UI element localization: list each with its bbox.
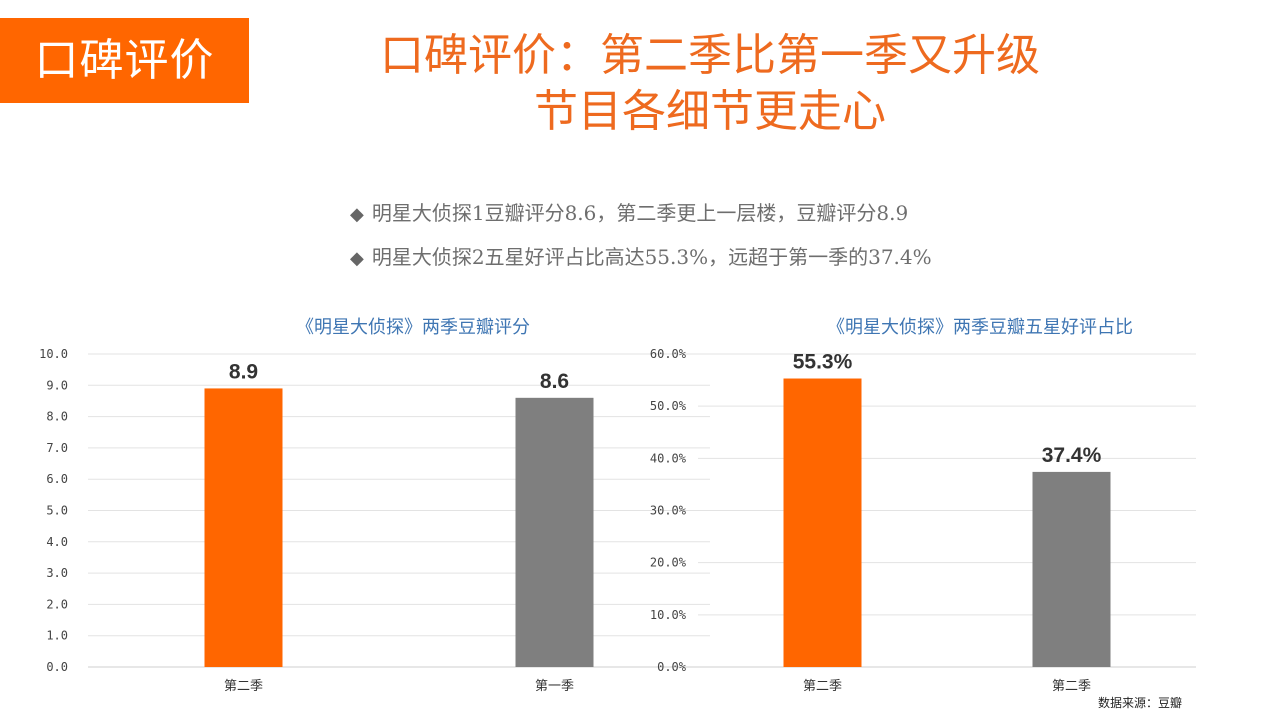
bullet-text: 明星大侦探1豆瓣评分8.6，第二季更上一层楼，豆瓣评分8.9 <box>371 201 909 225</box>
page-title-line1: 口碑评价：第二季比第一季又升级 <box>380 30 1040 81</box>
bar <box>204 388 283 667</box>
diamond-icon: ◆ <box>350 204 364 225</box>
x-category-label: 第二季 <box>1052 679 1091 694</box>
bullet-item: ◆ 明星大侦探2五星好评占比高达55.3%，远超于第一季的37.4% <box>350 242 932 272</box>
y-tick-label: 0.0 <box>46 660 68 674</box>
y-tick-label: 60.0% <box>650 347 687 361</box>
y-tick-label: 20.0% <box>650 556 687 570</box>
y-tick-label: 2.0 <box>46 597 68 611</box>
y-tick-label: 8.0 <box>46 410 68 424</box>
y-tick-label: 0.0% <box>657 660 687 674</box>
data-label: 55.3% <box>793 351 853 374</box>
y-tick-label: 3.0 <box>46 566 68 580</box>
bullet-list: ◆ 明星大侦探1豆瓣评分8.6，第二季更上一层楼，豆瓣评分8.9 ◆ 明星大侦探2五… <box>350 198 932 286</box>
y-tick-label: 10.0 <box>39 347 68 361</box>
diamond-icon: ◆ <box>350 248 364 269</box>
bullet-text: 明星大侦探2五星好评占比高达55.3%，远超于第一季的37.4% <box>371 245 932 269</box>
bar <box>515 397 594 667</box>
chart-title-fivestar: 《明星大侦探》两季豆瓣五星好评占比 <box>827 317 1133 338</box>
y-tick-label: 6.0 <box>46 472 68 486</box>
data-label: 8.6 <box>540 370 569 393</box>
y-tick-label: 40.0% <box>650 451 687 465</box>
bullet-item: ◆ 明星大侦探1豆瓣评分8.6，第二季更上一层楼，豆瓣评分8.9 <box>350 198 932 228</box>
page-title: 口碑评价：第二季比第一季又升级 节目各细节更走心 <box>300 28 1120 140</box>
data-source-note: 数据来源：豆瓣 <box>1097 696 1182 710</box>
y-tick-label: 30.0% <box>650 504 687 518</box>
chart-rating: 0.0 1.0 2.0 3.0 4.0 5.0 6.0 7.0 8.0 9.0 10.0 8.9 第二季… <box>39 347 710 694</box>
page-title-line2: 节目各细节更走心 <box>534 86 886 137</box>
chart-fivestar: 0.0% 10.0% 20.0% 30.0% 40.0% 50.0% 60.0% 55.3% 第… <box>650 347 1196 694</box>
x-category-label: 第二季 <box>803 679 842 694</box>
data-label: 37.4% <box>1042 444 1102 467</box>
bar <box>1032 471 1111 667</box>
y-tick-label: 4.0 <box>46 535 68 549</box>
y-tick-label: 50.0% <box>650 399 687 413</box>
x-category-label: 第二季 <box>224 679 263 694</box>
y-tick-label: 10.0% <box>650 608 687 622</box>
chart-title-rating: 《明星大侦探》两季豆瓣评分 <box>296 317 530 338</box>
x-category-label: 第一季 <box>535 679 574 694</box>
bar <box>783 378 862 667</box>
y-tick-label: 9.0 <box>46 378 68 392</box>
section-tag: 口碑评价 <box>0 18 249 103</box>
y-tick-label: 7.0 <box>46 441 68 455</box>
y-tick-label: 5.0 <box>46 504 68 518</box>
y-tick-label: 1.0 <box>46 629 68 643</box>
data-label: 8.9 <box>229 360 258 383</box>
